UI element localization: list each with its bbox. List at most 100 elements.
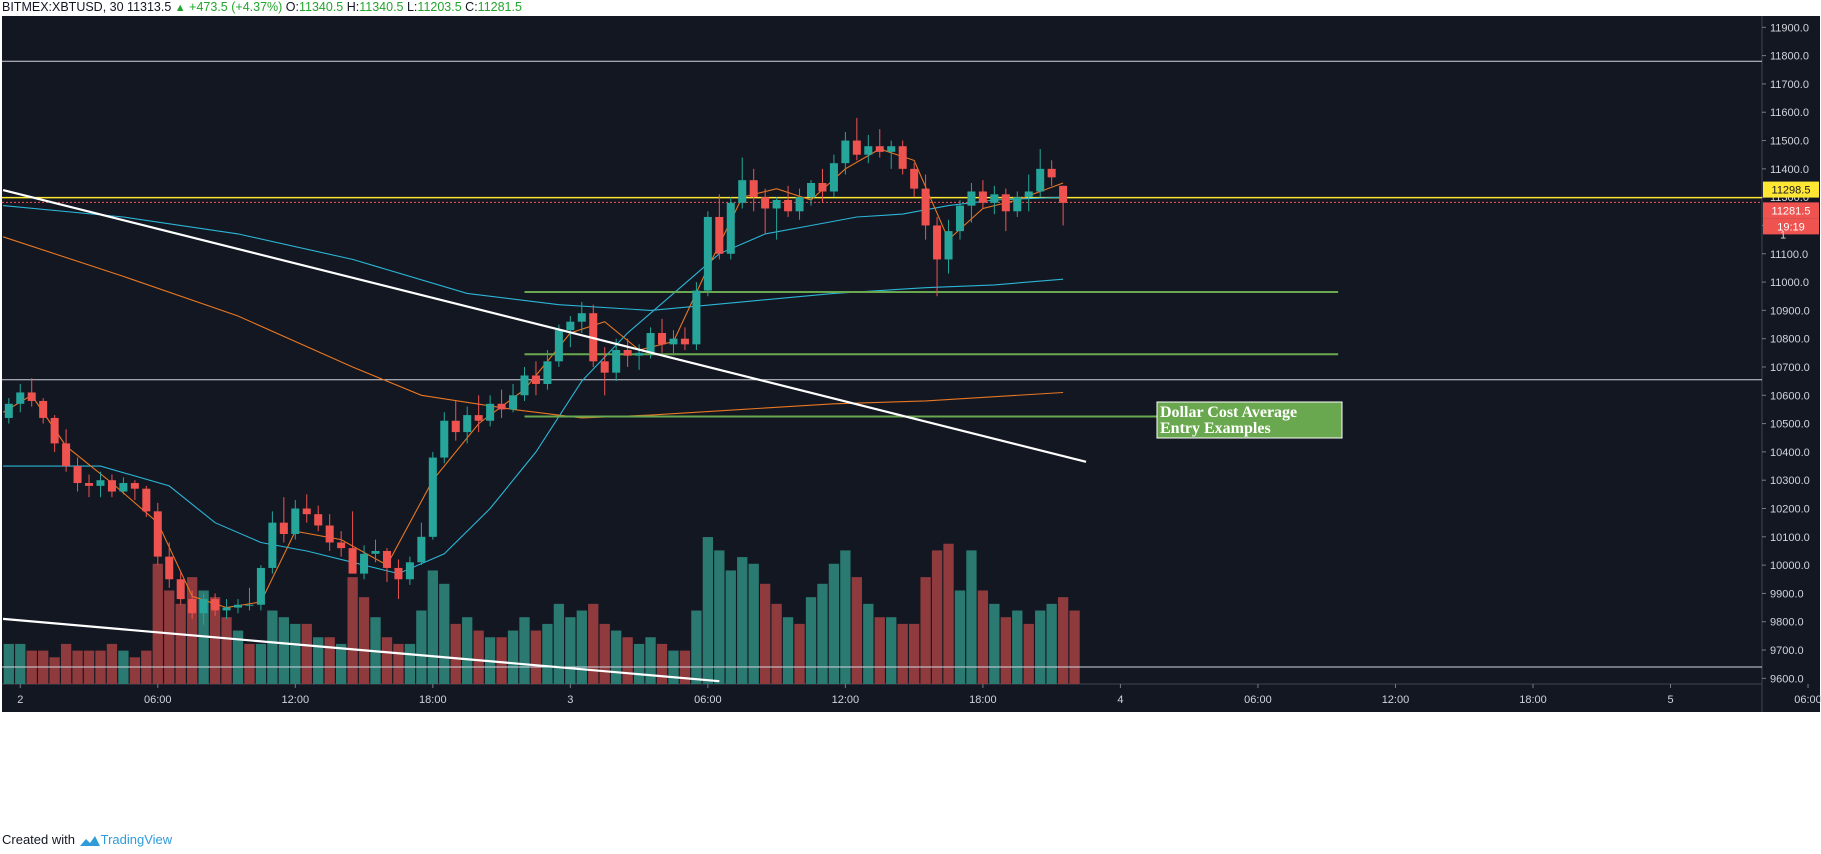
annotation-line-2: Entry Examples: [1160, 420, 1271, 437]
candle: [875, 129, 884, 158]
candle-body: [898, 146, 907, 169]
volume-bar: [886, 617, 897, 684]
volume-bar: [358, 597, 370, 684]
candle: [417, 522, 426, 566]
y-tick-label: 10800.0: [1770, 334, 1810, 346]
y-tick-label: 10900.0: [1770, 305, 1810, 317]
candle: [703, 211, 712, 297]
yellow-price-tag-bg: [1763, 181, 1819, 198]
volume-bar: [714, 550, 725, 684]
candle-body: [107, 480, 116, 492]
candle: [1047, 160, 1056, 186]
candle-body: [1013, 197, 1022, 212]
tradingview-brand[interactable]: TradingView: [100, 832, 173, 847]
candle: [256, 565, 265, 611]
symbol-title: BITMEX:XBTUSD, 30: [2, 0, 124, 14]
candle: [279, 497, 288, 543]
candle: [589, 304, 598, 367]
candle-body: [531, 375, 540, 384]
candle-body: [16, 392, 25, 404]
volume-bar: [1057, 597, 1069, 684]
volume-bar: [702, 537, 714, 684]
candle-body: [27, 392, 36, 401]
volume-bar: [209, 597, 221, 684]
volume-bar: [920, 577, 931, 684]
candle-body: [875, 146, 884, 152]
volume-bar: [1035, 610, 1046, 684]
candle-body: [279, 522, 288, 534]
candle-body: [1024, 191, 1033, 198]
candle: [772, 197, 781, 240]
symbol-header: BITMEX:XBTUSD, 30 11313.5 ▲ +473.5 (+4.3…: [0, 0, 1821, 14]
candle-body: [188, 599, 197, 614]
candle-body: [623, 350, 632, 356]
candle-body: [978, 191, 987, 203]
y-tick-label: 10700.0: [1770, 362, 1810, 374]
volume-bar: [187, 577, 198, 684]
trend-line: [2, 189, 1087, 463]
candle: [852, 117, 861, 161]
volume-bar: [60, 643, 72, 684]
candle: [325, 514, 334, 551]
volume-bar: [748, 563, 759, 684]
candle: [921, 174, 930, 240]
candle-body: [85, 483, 94, 486]
candle-body: [1036, 168, 1045, 192]
volume-bar: [301, 623, 312, 684]
candle-body: [96, 480, 105, 486]
price-chart[interactable]: 9600.09700.09800.09900.010000.010100.010…: [0, 14, 1821, 824]
candle: [864, 134, 873, 164]
volume-bar: [530, 630, 542, 684]
candle: [107, 474, 116, 498]
candle-body: [772, 199, 781, 209]
candle: [978, 180, 987, 209]
x-tick-label: 12:00: [282, 694, 310, 706]
volume-bar: [553, 603, 565, 684]
candle-body: [176, 579, 185, 600]
yellow-price-tag: 11298.5: [1772, 185, 1811, 197]
volume-bar: [1069, 610, 1080, 684]
candle-body: [806, 183, 816, 198]
volume-bar: [164, 590, 175, 684]
candle: [520, 366, 529, 401]
volume-bar: [106, 643, 118, 684]
candle: [73, 457, 82, 492]
candle-body: [910, 168, 919, 189]
candle-body: [463, 415, 472, 433]
candle-body: [256, 567, 265, 605]
candle-body: [795, 197, 804, 212]
footer: Created with TradingView: [0, 829, 172, 851]
candle: [27, 378, 36, 407]
volume-bar: [439, 583, 450, 684]
candle-body: [405, 562, 414, 580]
y-tick-label: 9600.0: [1770, 673, 1804, 685]
volume-bar: [645, 637, 656, 684]
candle-body: [62, 443, 71, 467]
candle: [268, 511, 277, 574]
volume-bar: [129, 657, 141, 684]
candle-body: [577, 313, 586, 322]
candle: [841, 132, 850, 175]
candle-body: [646, 333, 655, 353]
candle-body: [142, 488, 151, 512]
candle: [486, 395, 495, 427]
candle: [692, 282, 701, 350]
candle: [806, 180, 816, 206]
candle: [600, 347, 609, 396]
candle: [967, 183, 976, 223]
volume-bar: [347, 577, 358, 684]
candle-body: [715, 216, 724, 254]
volume-bar: [954, 590, 966, 684]
candle-body: [211, 599, 220, 611]
volume-bar: [450, 623, 461, 684]
volume-bar: [404, 643, 416, 684]
candle: [142, 485, 151, 517]
candle-body: [887, 146, 896, 152]
volume-bar: [863, 603, 874, 684]
plot-area: [2, 16, 1762, 712]
candle-body: [852, 140, 861, 155]
candle: [669, 330, 678, 356]
candle-body: [39, 400, 48, 418]
volume-bar: [232, 630, 244, 684]
volume-bar: [244, 643, 255, 684]
